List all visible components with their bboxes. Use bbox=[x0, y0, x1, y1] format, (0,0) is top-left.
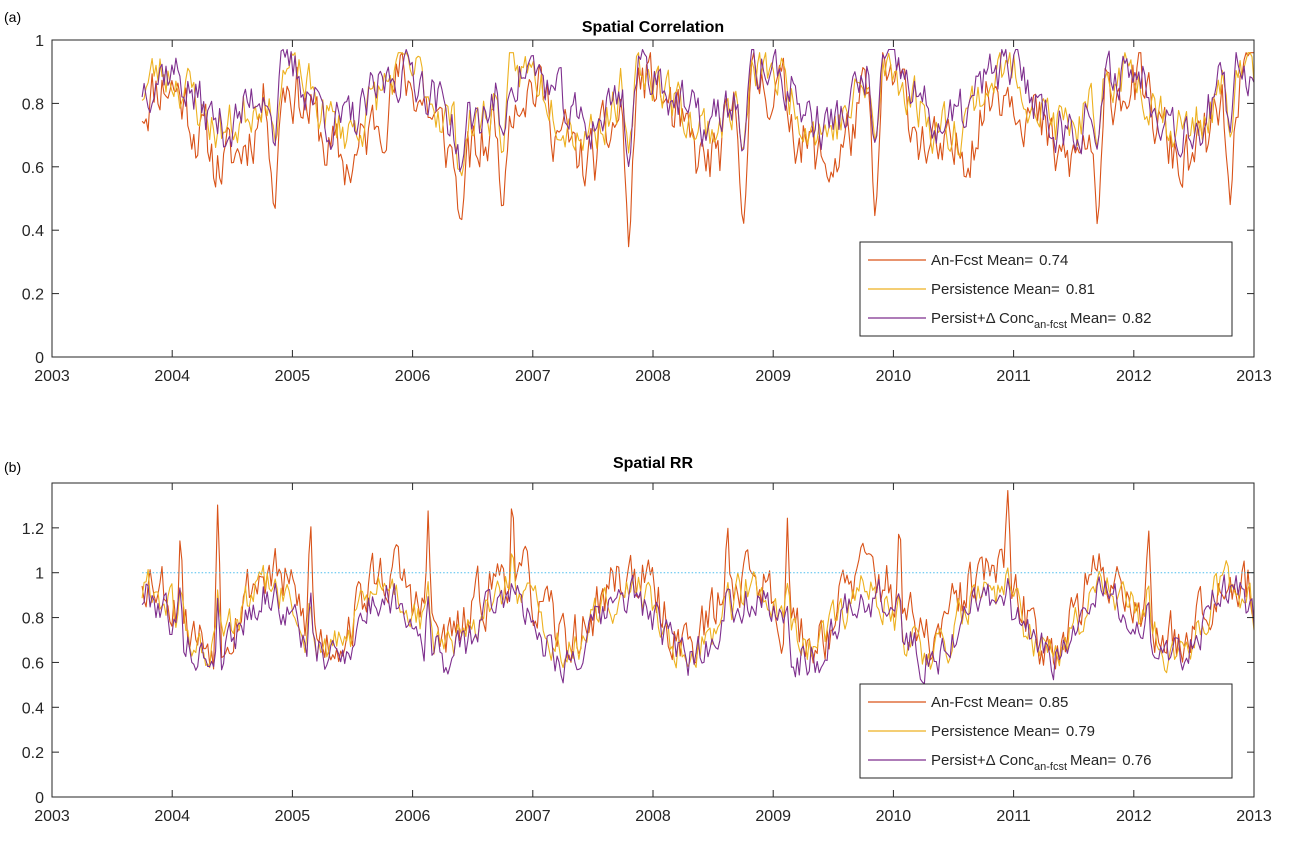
panel-a-x-tick-label: 2005 bbox=[275, 368, 311, 385]
panel-a-x-tick-label: 2004 bbox=[154, 368, 190, 385]
panel-a-legend-entry-an-fcst: An-Fcst Mean= 0.74 bbox=[931, 252, 1068, 269]
panel-a-x-tick-label: 2012 bbox=[1116, 368, 1152, 385]
panel-b-series bbox=[141, 489, 1255, 685]
panel-b-x-tick-label: 2013 bbox=[1236, 808, 1272, 825]
panel-a-y-tick-label: 1 bbox=[35, 33, 44, 50]
panel-b-x-tick-label: 2012 bbox=[1116, 808, 1152, 825]
panel-b-y-tick-label: 1.2 bbox=[22, 521, 44, 538]
panel-a-y-tick-label: 0.4 bbox=[22, 223, 44, 240]
panel-b-y-tick-label: 0.6 bbox=[22, 655, 44, 672]
panel-a-x-tick-label: 2009 bbox=[755, 368, 791, 385]
panel-a-y-tick-label: 0.8 bbox=[22, 96, 44, 113]
panel-a-y-tick-label: 0 bbox=[35, 350, 44, 367]
panel-b-series-persistence bbox=[141, 553, 1255, 674]
panel-b-legend-entry-an-fcst: An-Fcst Mean= 0.85 bbox=[931, 694, 1068, 711]
panel-b-legend: An-Fcst Mean= 0.85 Persistence Mean= 0.79 Pe… bbox=[859, 683, 1233, 779]
panel-a-series-persistence bbox=[141, 52, 1255, 177]
panel-b-x-tick-label: 2003 bbox=[34, 808, 70, 825]
panel-a-x-tick-label: 2008 bbox=[635, 368, 671, 385]
panel-a-legend-entry-persist-delta: Persist+Δ Concan-fcst Mean= 0.82 bbox=[931, 310, 1152, 331]
panel-b-legend-entry-persist-delta: Persist+Δ Concan-fcst Mean= 0.76 bbox=[931, 752, 1152, 773]
panel-a-legend-entry-persistence: Persistence Mean= 0.81 bbox=[931, 281, 1095, 298]
panel-a-series-an-fcst bbox=[141, 52, 1254, 248]
panel-a-y-tick-label: 0.2 bbox=[22, 287, 44, 304]
panel-b-y-tick-label: 0.2 bbox=[22, 745, 44, 762]
panel-a-x-tick-label: 2003 bbox=[34, 368, 70, 385]
panel-b-x-tick-label: 2004 bbox=[154, 808, 190, 825]
panel-b-title: Spatial RR bbox=[613, 455, 693, 472]
panel-a-title: Spatial Correlation bbox=[582, 19, 724, 36]
panel-b-x-tick-label: 2011 bbox=[996, 808, 1031, 825]
panel-a-x-tick-label: 2010 bbox=[876, 368, 912, 385]
panel-b-x-tick-label: 2010 bbox=[876, 808, 912, 825]
panel-a-axes: 2003 2004 2005 2006 2007 2008 2009 2010 2011 2012… bbox=[22, 33, 1272, 385]
panel-a-series-persist-delta bbox=[141, 48, 1255, 172]
panel-b-x-tick-label: 2007 bbox=[515, 808, 551, 825]
panel-b-series-persist-delta bbox=[141, 574, 1255, 685]
panel-a-x-tick-label: 2006 bbox=[395, 368, 431, 385]
panel-a-x-tick-label: 2007 bbox=[515, 368, 551, 385]
panel-b-y-tick-label: 0.8 bbox=[22, 611, 44, 628]
panel-b-x-tick-label: 2009 bbox=[755, 808, 791, 825]
panel-b-spatial-rr: (b) Spatial RR 2003 2004 2005 2006 2007 2008 2… bbox=[4, 455, 1272, 825]
panel-a-x-tick-label: 2013 bbox=[1236, 368, 1272, 385]
panel-b-axes: 2003 2004 2005 2006 2007 2008 2009 2010 2011 2012… bbox=[22, 482, 1272, 825]
panel-b-label: (b) bbox=[4, 459, 21, 475]
panel-b-x-tick-label: 2006 bbox=[395, 808, 431, 825]
panel-a-series bbox=[141, 39, 1255, 248]
panel-b-y-tick-label: 0 bbox=[35, 790, 44, 807]
panel-a-x-tick-label: 2011 bbox=[996, 368, 1031, 385]
panel-b-y-tick-label: 1 bbox=[35, 566, 44, 583]
panel-a-legend: An-Fcst Mean= 0.74 Persistence Mean= 0.81 Pe… bbox=[859, 241, 1233, 337]
panel-b-x-tick-label: 2008 bbox=[635, 808, 671, 825]
panel-a-label: (a) bbox=[4, 9, 21, 25]
panel-b-y-tick-label: 0.4 bbox=[22, 700, 44, 717]
panel-a-spatial-correlation: (a) Spatial Correlation 2003 2004 2005 2006… bbox=[4, 9, 1272, 385]
panel-b-legend-entry-persistence: Persistence Mean= 0.79 bbox=[931, 723, 1095, 740]
panel-b-x-tick-label: 2005 bbox=[275, 808, 311, 825]
panel-a-y-tick-label: 0.6 bbox=[22, 160, 44, 177]
